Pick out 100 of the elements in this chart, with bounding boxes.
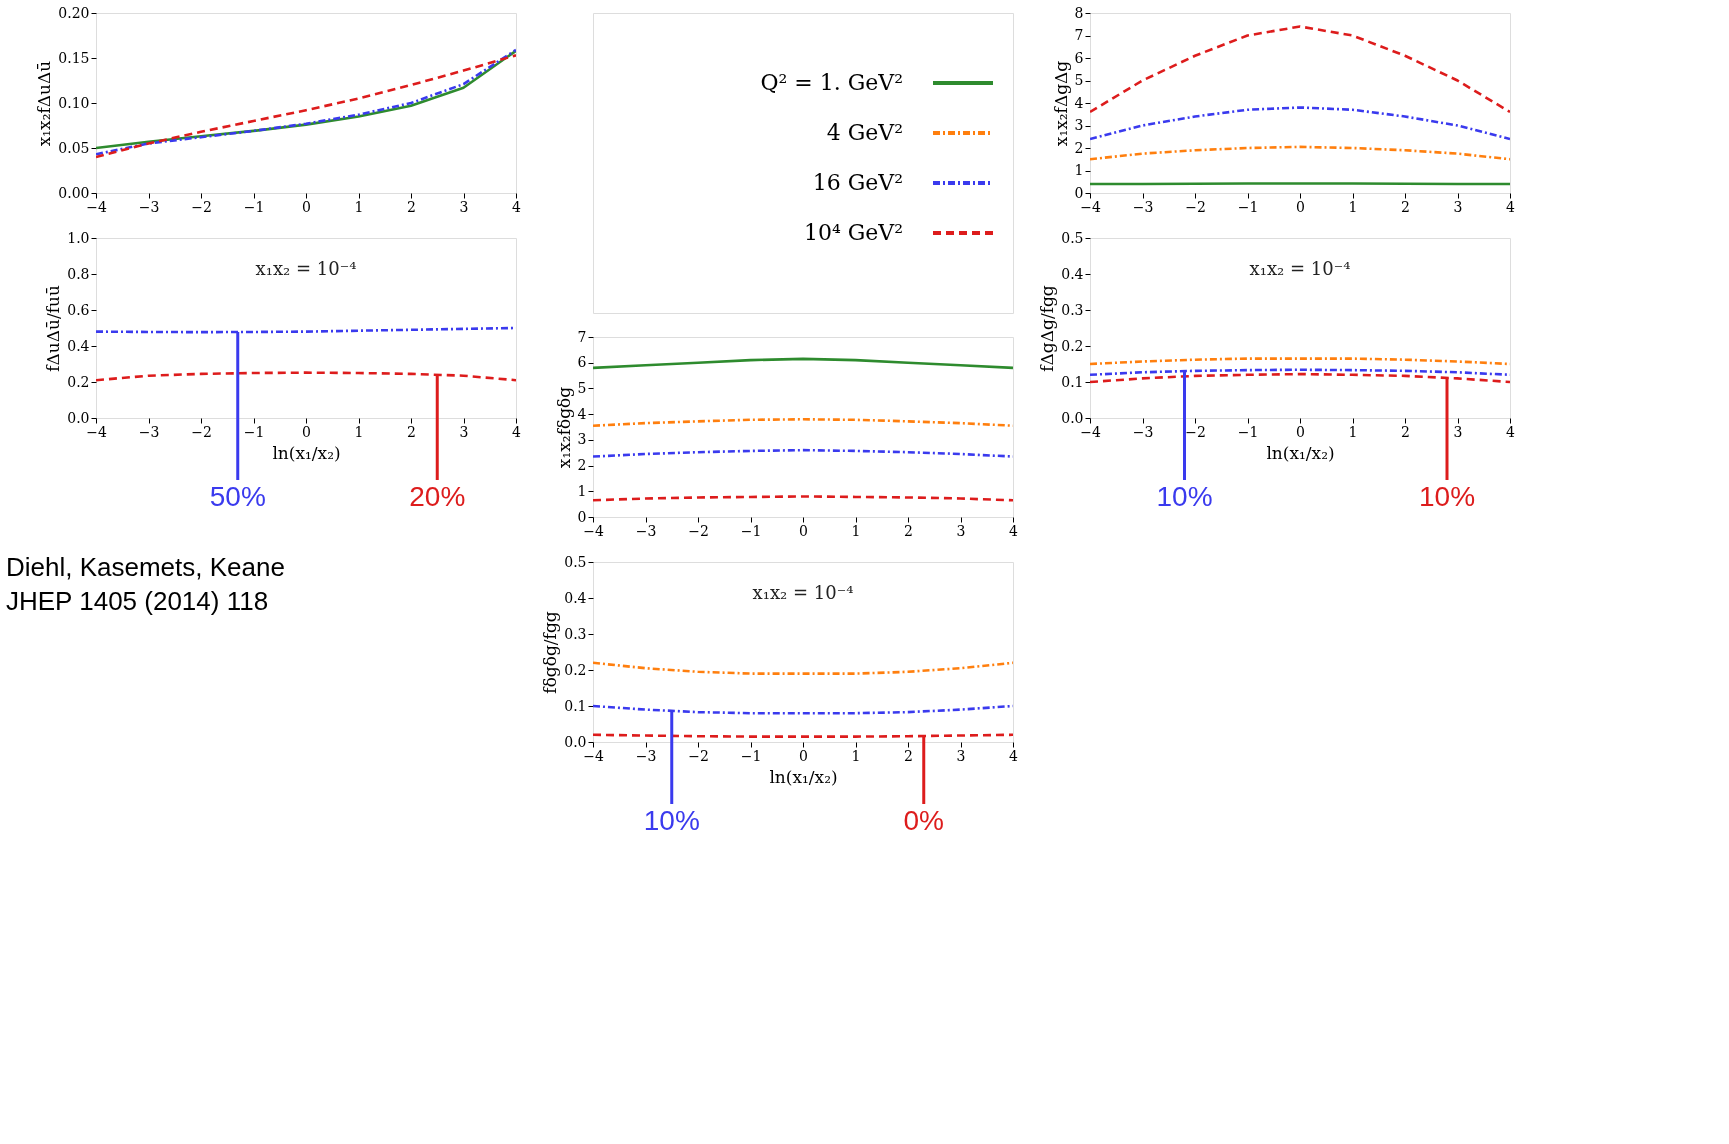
- x-tick-label: 3: [956, 522, 966, 539]
- x-tick-label: 4: [1506, 423, 1516, 440]
- x-tick-label: −1: [740, 522, 762, 539]
- y-axis-title: x₁x₂fΔgΔg: [1050, 60, 1071, 147]
- annotation: 10%: [1418, 481, 1476, 512]
- y-tick-label: 0.1: [564, 697, 587, 714]
- y-axis-title: fΔuΔū/fuū: [43, 285, 64, 372]
- x-tick-label: 1: [1348, 423, 1358, 440]
- line-series: [1090, 145, 1510, 161]
- x-tick-label: 4: [512, 198, 522, 215]
- y-tick-label: 0.4: [564, 589, 587, 606]
- x-tick-label: 0: [302, 198, 311, 215]
- x-tick-label: 2: [904, 747, 913, 764]
- y-tick-label: 0.10: [58, 94, 90, 111]
- y-tick-label: 0.05: [58, 139, 90, 156]
- x-tick-label: 3: [956, 747, 966, 764]
- x-tick-label: 2: [407, 198, 416, 215]
- x-tick-label: 3: [459, 423, 469, 440]
- y-tick-label: 0.0: [564, 733, 587, 750]
- y-tick-label: 0.00: [58, 184, 90, 201]
- y-tick-label: 0.4: [1061, 265, 1084, 282]
- y-tick-label: 6: [577, 354, 587, 371]
- x-tick-label: −2: [1185, 423, 1206, 440]
- y-tick-label: 7: [1074, 27, 1084, 43]
- y-tick-label: 6: [1074, 49, 1084, 66]
- y-tick-label: 5: [1074, 72, 1084, 88]
- y-tick-label: 0.6: [67, 301, 90, 318]
- annotation: 20%: [409, 481, 466, 512]
- annotation: x₁x₂ = 10⁻⁴: [752, 582, 854, 603]
- legend-label: Q² = 1. GeV²: [760, 70, 903, 95]
- text: JHEP 1405 (2014) 118: [6, 586, 269, 616]
- x-tick-label: 1: [354, 423, 364, 440]
- x-axis-title: ln(x₁/x₂): [272, 442, 341, 463]
- y-tick-label: 1.0: [67, 229, 90, 246]
- annotation: 0%: [903, 805, 944, 836]
- y-tick-label: 0.0: [67, 409, 90, 426]
- y-axis-title: x₁x₂fδgδg: [553, 386, 574, 469]
- x-tick-label: 2: [1401, 198, 1410, 215]
- x-tick-label: −2: [191, 423, 212, 440]
- y-tick-label: 2: [1074, 139, 1084, 156]
- x-tick-label: −4: [1080, 198, 1101, 215]
- x-tick-label: −4: [1080, 423, 1101, 440]
- y-tick-label: 0.20: [58, 4, 90, 21]
- x-tick-label: −1: [1237, 423, 1259, 440]
- x-tick-label: −2: [191, 198, 212, 215]
- x-tick-label: −3: [635, 747, 657, 764]
- x-tick-label: 0: [1296, 423, 1305, 440]
- x-tick-label: −3: [635, 522, 657, 539]
- x-tick-label: 4: [1009, 522, 1019, 539]
- y-tick-label: 0.0: [1061, 409, 1084, 426]
- x-tick-label: −4: [583, 747, 604, 764]
- y-tick-label: 1: [577, 482, 587, 499]
- y-tick-label: 4: [577, 405, 587, 422]
- y-tick-label: 5: [577, 379, 587, 396]
- x-tick-label: −3: [1132, 198, 1154, 215]
- line-series: [1090, 25, 1510, 114]
- x-tick-label: 0: [1296, 198, 1305, 215]
- y-tick-label: 0.1: [1061, 373, 1084, 390]
- x-tick-label: 4: [1506, 198, 1516, 215]
- y-tick-label: 0.2: [1061, 337, 1084, 354]
- text: Diehl, Kasemets, Keane: [6, 552, 285, 582]
- y-axis-title: fΔgΔg/fgg: [1037, 285, 1058, 372]
- legend-label: 10⁴ GeV²: [803, 220, 903, 245]
- y-tick-label: 7: [577, 328, 587, 345]
- x-tick-label: −1: [1237, 198, 1259, 215]
- x-axis-title: ln(x₁/x₂): [1266, 442, 1335, 463]
- y-tick-label: 0: [577, 508, 587, 525]
- y-tick-label: 0: [1074, 184, 1084, 201]
- x-tick-label: −2: [688, 747, 709, 764]
- x-tick-label: 2: [407, 423, 416, 440]
- line-series: [593, 417, 1013, 428]
- annotation: x₁x₂ = 10⁻⁴: [255, 258, 357, 279]
- y-tick-label: 4: [1074, 94, 1084, 111]
- x-tick-label: −2: [688, 522, 709, 539]
- x-tick-label: 0: [799, 522, 808, 539]
- x-tick-label: 1: [354, 198, 364, 215]
- x-tick-label: 4: [1009, 747, 1019, 764]
- x-tick-label: −1: [243, 423, 265, 440]
- y-tick-label: 8: [1074, 4, 1084, 21]
- x-tick-label: 4: [512, 423, 522, 440]
- legend-label: 4 GeV²: [826, 120, 903, 145]
- annotation: x₁x₂ = 10⁻⁴: [1249, 258, 1351, 279]
- x-tick-label: −3: [138, 423, 160, 440]
- x-tick-label: 3: [459, 198, 469, 215]
- y-tick-label: 2: [577, 457, 587, 474]
- x-tick-label: 0: [799, 747, 808, 764]
- legend-label: 16 GeV²: [812, 170, 903, 195]
- y-tick-label: 0.3: [1061, 301, 1084, 318]
- line-series: [593, 448, 1013, 458]
- x-tick-label: −3: [138, 198, 160, 215]
- x-tick-label: −3: [1132, 423, 1154, 440]
- x-tick-label: 1: [851, 747, 861, 764]
- line-series: [1090, 106, 1510, 141]
- annotation: 50%: [209, 481, 266, 512]
- x-tick-label: 3: [1453, 423, 1463, 440]
- y-axis-title: x₁x₂fΔuΔū: [34, 60, 55, 147]
- x-tick-label: 3: [1453, 198, 1463, 215]
- x-tick-label: 1: [851, 522, 861, 539]
- y-tick-label: 0.15: [58, 49, 90, 66]
- x-tick-label: −4: [86, 198, 107, 215]
